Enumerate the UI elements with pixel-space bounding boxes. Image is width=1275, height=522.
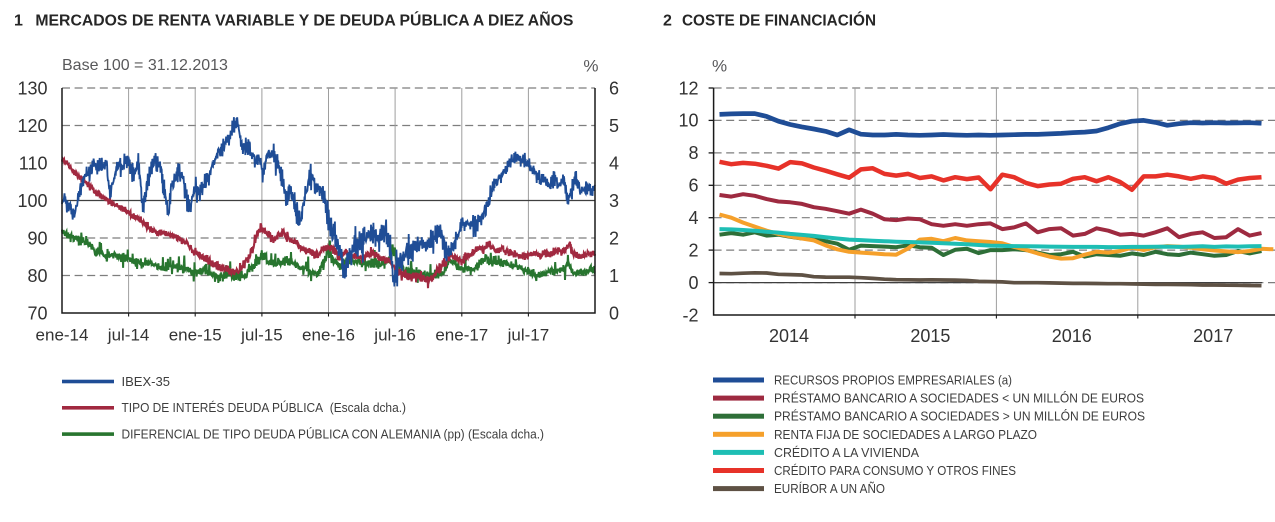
svg-text:PRÉSTAMO BANCARIO A SOCIEDADES: PRÉSTAMO BANCARIO A SOCIEDADES < UN MILL… xyxy=(774,391,1144,406)
svg-text:-2: -2 xyxy=(682,305,698,325)
svg-text:110: 110 xyxy=(19,153,48,173)
svg-text:3: 3 xyxy=(609,191,619,211)
svg-text:5: 5 xyxy=(609,116,619,136)
svg-text:6: 6 xyxy=(688,176,698,196)
svg-text:2: 2 xyxy=(688,240,698,260)
svg-text:0: 0 xyxy=(688,273,698,293)
svg-text:80: 80 xyxy=(27,266,47,286)
svg-text:EURÍBOR A UN AÑO: EURÍBOR A UN AÑO xyxy=(774,481,885,496)
svg-text:%: % xyxy=(712,57,727,76)
svg-text:70: 70 xyxy=(27,303,47,323)
svg-text:2015: 2015 xyxy=(910,326,950,346)
svg-text:CRÉDITO A LA VIVIENDA: CRÉDITO A LA VIVIENDA xyxy=(774,445,919,460)
svg-text:ene-16: ene-16 xyxy=(302,326,355,345)
svg-text:CRÉDITO PARA CONSUMO Y OTROS F: CRÉDITO PARA CONSUMO Y OTROS FINES xyxy=(774,463,1016,478)
svg-text:ene-15: ene-15 xyxy=(169,326,222,345)
svg-text:2016: 2016 xyxy=(1052,326,1092,346)
svg-text:TIPO DE INTERÉS DEUDA PÚBLICA: TIPO DE INTERÉS DEUDA PÚBLICA (Escala dc… xyxy=(122,400,407,415)
svg-text:2014: 2014 xyxy=(769,326,809,346)
svg-text:COSTE DE FINANCIACIÓN: COSTE DE FINANCIACIÓN xyxy=(682,11,876,30)
svg-text:jul-16: jul-16 xyxy=(373,326,416,345)
svg-text:130: 130 xyxy=(17,78,47,98)
svg-text:%: % xyxy=(583,57,598,76)
svg-text:jul-14: jul-14 xyxy=(107,326,150,345)
svg-text:4: 4 xyxy=(688,208,698,228)
svg-text:1: 1 xyxy=(609,266,619,286)
svg-text:10: 10 xyxy=(678,111,698,131)
svg-text:100: 100 xyxy=(17,191,47,211)
svg-text:0: 0 xyxy=(609,303,619,323)
svg-text:ene-14: ene-14 xyxy=(36,326,89,345)
svg-text:PRÉSTAMO BANCARIO A SOCIEDADES: PRÉSTAMO BANCARIO A SOCIEDADES > UN MILL… xyxy=(774,409,1145,424)
svg-text:Base 100 = 31.12.2013: Base 100 = 31.12.2013 xyxy=(62,57,228,74)
svg-text:DIFERENCIAL DE TIPO DEUDA PÚBL: DIFERENCIAL DE TIPO DEUDA PÚBLICA CON AL… xyxy=(122,426,545,441)
svg-text:jul-15: jul-15 xyxy=(240,326,283,345)
svg-text:90: 90 xyxy=(27,228,47,248)
svg-text:RECURSOS PROPIOS EMPRESARIALES: RECURSOS PROPIOS EMPRESARIALES (a) xyxy=(774,373,1012,388)
svg-text:6: 6 xyxy=(609,78,619,98)
svg-text:RENTA FIJA DE SOCIEDADES A LAR: RENTA FIJA DE SOCIEDADES A LARGO PLAZO xyxy=(774,427,1037,442)
svg-text:1: 1 xyxy=(14,13,23,30)
svg-text:120: 120 xyxy=(17,116,47,136)
svg-text:MERCADOS DE RENTA VARIABLE Y D: MERCADOS DE RENTA VARIABLE Y DE DEUDA PÚ… xyxy=(35,10,573,30)
svg-text:2017: 2017 xyxy=(1193,326,1233,346)
svg-text:2: 2 xyxy=(609,228,619,248)
svg-text:IBEX-35: IBEX-35 xyxy=(122,374,171,389)
svg-text:jul-17: jul-17 xyxy=(507,326,550,345)
svg-text:4: 4 xyxy=(609,153,619,173)
svg-text:2: 2 xyxy=(663,13,672,30)
svg-text:8: 8 xyxy=(688,143,698,163)
svg-text:12: 12 xyxy=(678,78,698,98)
svg-text:ene-17: ene-17 xyxy=(435,326,488,345)
